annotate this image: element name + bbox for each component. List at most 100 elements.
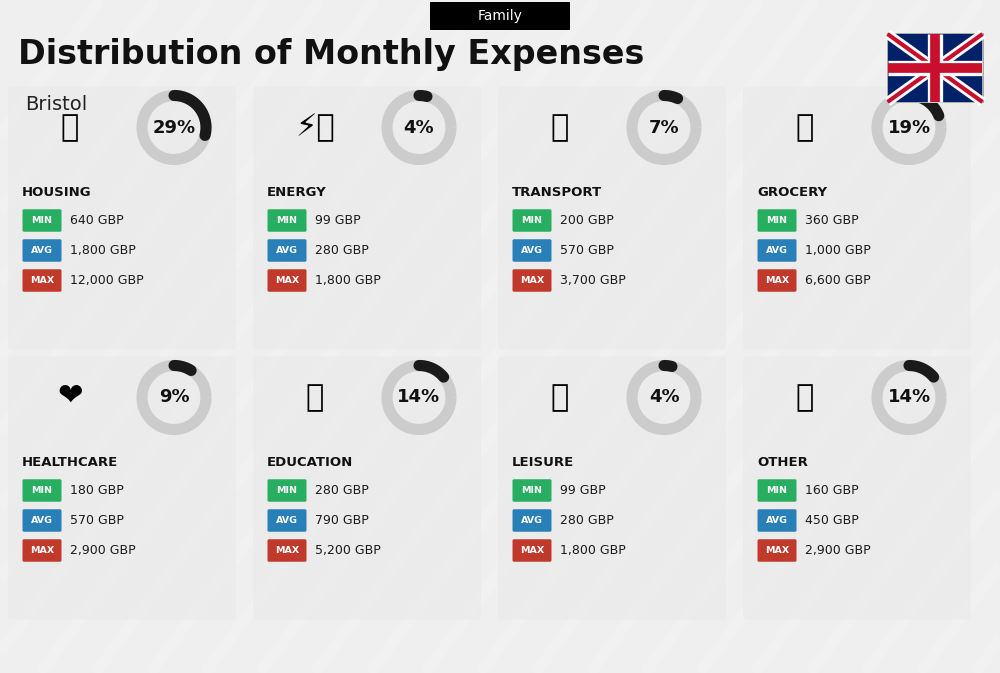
FancyBboxPatch shape	[758, 269, 797, 292]
Text: MAX: MAX	[30, 276, 54, 285]
FancyBboxPatch shape	[758, 479, 797, 502]
Text: 1,800 GBP: 1,800 GBP	[70, 244, 136, 257]
Text: MAX: MAX	[520, 276, 544, 285]
Text: 6,600 GBP: 6,600 GBP	[805, 274, 871, 287]
Text: OTHER: OTHER	[757, 456, 808, 469]
Text: MIN: MIN	[767, 486, 788, 495]
Text: ENERGY: ENERGY	[267, 186, 327, 199]
Text: AVG: AVG	[31, 516, 53, 525]
Text: MAX: MAX	[765, 546, 789, 555]
Text: 2,900 GBP: 2,900 GBP	[70, 544, 136, 557]
FancyBboxPatch shape	[743, 357, 971, 620]
Text: Distribution of Monthly Expenses: Distribution of Monthly Expenses	[18, 38, 644, 71]
Text: AVG: AVG	[766, 516, 788, 525]
Text: 180 GBP: 180 GBP	[70, 484, 124, 497]
Text: LEISURE: LEISURE	[512, 456, 574, 469]
Text: 4%: 4%	[649, 388, 679, 406]
FancyBboxPatch shape	[743, 87, 971, 349]
FancyBboxPatch shape	[8, 357, 236, 620]
Text: 9%: 9%	[159, 388, 189, 406]
Text: MIN: MIN	[521, 216, 542, 225]
Text: TRANSPORT: TRANSPORT	[512, 186, 602, 199]
Text: 14%: 14%	[887, 388, 931, 406]
Text: MIN: MIN	[276, 486, 298, 495]
Text: AVG: AVG	[276, 246, 298, 255]
Text: MIN: MIN	[521, 486, 542, 495]
FancyBboxPatch shape	[758, 539, 797, 562]
Text: 5,200 GBP: 5,200 GBP	[315, 544, 381, 557]
Text: AVG: AVG	[276, 516, 298, 525]
FancyBboxPatch shape	[512, 269, 552, 292]
Text: 🛒: 🛒	[796, 113, 814, 142]
FancyBboxPatch shape	[498, 87, 726, 349]
Text: 🛍: 🛍	[551, 383, 569, 412]
Text: AVG: AVG	[31, 246, 53, 255]
Text: 7%: 7%	[649, 118, 679, 137]
Text: Bristol: Bristol	[25, 95, 87, 114]
Text: 12,000 GBP: 12,000 GBP	[70, 274, 144, 287]
FancyBboxPatch shape	[22, 509, 61, 532]
FancyBboxPatch shape	[758, 239, 797, 262]
FancyBboxPatch shape	[268, 239, 306, 262]
Text: 99 GBP: 99 GBP	[560, 484, 606, 497]
Text: EDUCATION: EDUCATION	[267, 456, 353, 469]
FancyBboxPatch shape	[22, 239, 61, 262]
FancyBboxPatch shape	[268, 539, 306, 562]
Text: MIN: MIN	[276, 216, 298, 225]
Text: 1,800 GBP: 1,800 GBP	[560, 544, 626, 557]
Text: 790 GBP: 790 GBP	[315, 514, 369, 527]
Text: 14%: 14%	[397, 388, 441, 406]
Text: 570 GBP: 570 GBP	[70, 514, 124, 527]
FancyBboxPatch shape	[253, 87, 481, 349]
FancyBboxPatch shape	[268, 509, 306, 532]
FancyBboxPatch shape	[253, 357, 481, 620]
Text: 640 GBP: 640 GBP	[70, 214, 124, 227]
FancyBboxPatch shape	[268, 479, 306, 502]
Text: 1,000 GBP: 1,000 GBP	[805, 244, 871, 257]
Text: ❤: ❤	[57, 383, 83, 412]
Text: AVG: AVG	[521, 246, 543, 255]
Text: MAX: MAX	[520, 546, 544, 555]
FancyBboxPatch shape	[888, 34, 982, 102]
Text: GROCERY: GROCERY	[757, 186, 827, 199]
Text: 4%: 4%	[404, 118, 434, 137]
FancyBboxPatch shape	[887, 33, 984, 103]
Text: 💰: 💰	[796, 383, 814, 412]
Text: MAX: MAX	[275, 276, 299, 285]
Text: 200 GBP: 200 GBP	[560, 214, 614, 227]
Text: Family: Family	[478, 9, 522, 23]
FancyBboxPatch shape	[268, 209, 306, 232]
FancyBboxPatch shape	[512, 539, 552, 562]
Text: MAX: MAX	[30, 546, 54, 555]
Text: AVG: AVG	[766, 246, 788, 255]
Text: 160 GBP: 160 GBP	[805, 484, 859, 497]
Text: 280 GBP: 280 GBP	[315, 244, 369, 257]
FancyBboxPatch shape	[22, 269, 61, 292]
Text: HOUSING: HOUSING	[22, 186, 92, 199]
Text: 🏢: 🏢	[61, 113, 79, 142]
Text: 29%: 29%	[152, 118, 196, 137]
Text: MIN: MIN	[31, 486, 52, 495]
FancyBboxPatch shape	[512, 479, 552, 502]
FancyBboxPatch shape	[22, 209, 61, 232]
Text: MAX: MAX	[275, 546, 299, 555]
Text: 19%: 19%	[887, 118, 931, 137]
Text: HEALTHCARE: HEALTHCARE	[22, 456, 118, 469]
Text: 570 GBP: 570 GBP	[560, 244, 614, 257]
Text: 🎓: 🎓	[306, 383, 324, 412]
Text: 280 GBP: 280 GBP	[315, 484, 369, 497]
FancyBboxPatch shape	[512, 209, 552, 232]
Text: 450 GBP: 450 GBP	[805, 514, 859, 527]
Text: 3,700 GBP: 3,700 GBP	[560, 274, 626, 287]
Text: ⚡🏠: ⚡🏠	[295, 113, 335, 142]
FancyBboxPatch shape	[268, 269, 306, 292]
FancyBboxPatch shape	[758, 209, 797, 232]
Text: MIN: MIN	[31, 216, 52, 225]
FancyBboxPatch shape	[512, 509, 552, 532]
Text: 280 GBP: 280 GBP	[560, 514, 614, 527]
Text: 2,900 GBP: 2,900 GBP	[805, 544, 871, 557]
FancyBboxPatch shape	[498, 357, 726, 620]
Text: MIN: MIN	[767, 216, 788, 225]
Text: 🚌: 🚌	[551, 113, 569, 142]
FancyBboxPatch shape	[22, 539, 61, 562]
